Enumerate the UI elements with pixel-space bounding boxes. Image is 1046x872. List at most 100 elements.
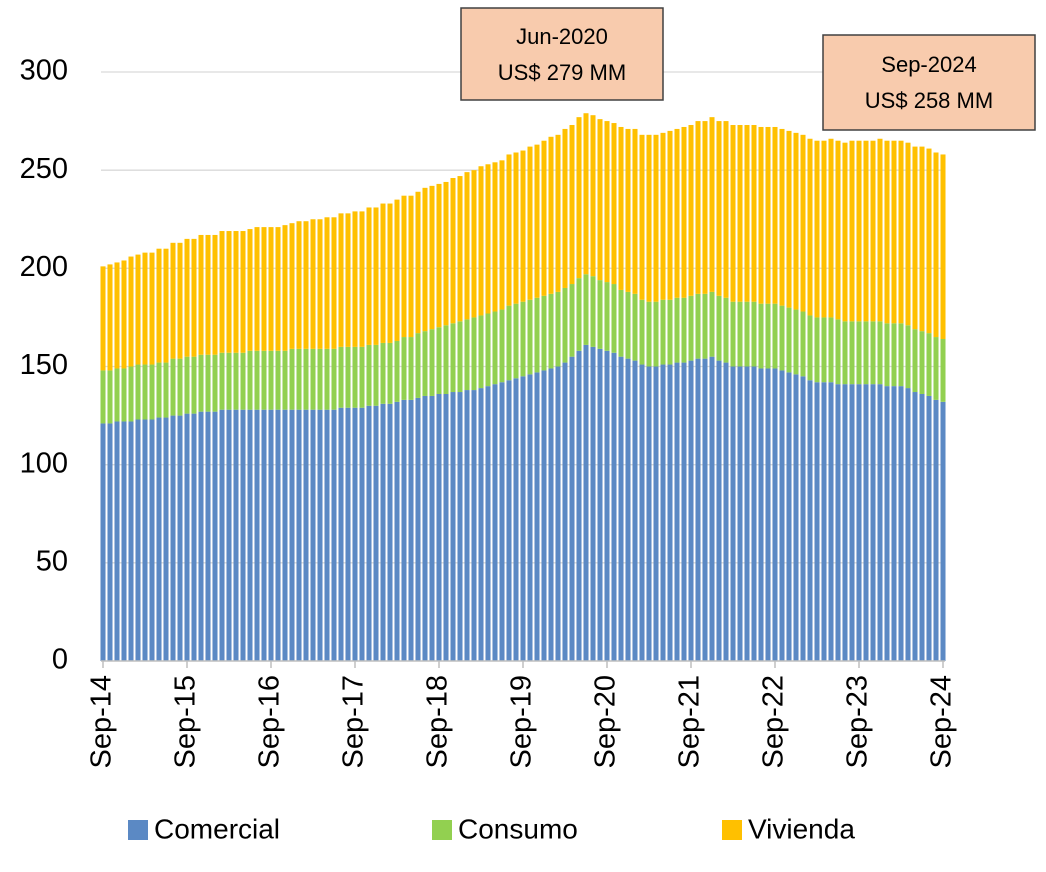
bar-segment [583, 274, 589, 345]
bar-segment [499, 309, 505, 383]
bar-segment [499, 160, 505, 310]
bar-segment [135, 254, 141, 365]
bar-segment [135, 419, 141, 661]
bar-segment [926, 148, 932, 334]
bar-segment [499, 382, 505, 661]
annotation-text: US$ 279 MM [498, 60, 626, 85]
bar-segment [184, 413, 190, 661]
bar-segment [758, 126, 764, 304]
bar-segment [478, 388, 484, 661]
legend-swatch [128, 820, 148, 840]
bar-segment [793, 309, 799, 375]
bar-segment [681, 297, 687, 363]
bar-segment [863, 321, 869, 385]
bar-segment [905, 325, 911, 389]
bar-segment [394, 401, 400, 661]
bar-segment [842, 142, 848, 322]
bar-segment [618, 289, 624, 357]
bar-segment [317, 348, 323, 410]
bar-segment [555, 134, 561, 292]
bar-segment [520, 376, 526, 661]
bar-segment [695, 293, 701, 359]
bar-segment [352, 346, 358, 408]
bar-segment [198, 411, 204, 661]
bar-segment [450, 178, 456, 324]
bar-segment [835, 140, 841, 320]
bar-segment [898, 323, 904, 387]
bar-segment [429, 329, 435, 396]
annotation-text: Jun-2020 [516, 24, 608, 49]
bar-segment [751, 125, 757, 302]
bar-segment [282, 350, 288, 410]
bar-segment [457, 321, 463, 393]
bar-segment [331, 348, 337, 410]
bar-segment [688, 125, 694, 296]
bar-segment [576, 117, 582, 279]
bar-segment [485, 164, 491, 314]
bar-segment [751, 366, 757, 661]
bar-segment [716, 121, 722, 296]
bar-segment [506, 305, 512, 381]
bar-segment [793, 374, 799, 661]
x-tick-label: Sep-24 [926, 675, 958, 769]
bar-segment [485, 386, 491, 661]
bar-segment [170, 415, 176, 661]
bar-segment [205, 234, 211, 355]
annotation: Jun-2020 US$ 279 MM [460, 7, 664, 101]
bar-segment [912, 392, 918, 661]
bar-segment [205, 354, 211, 412]
bar-segment [163, 362, 169, 418]
bar-segment [772, 368, 778, 661]
bar-segment [940, 154, 946, 340]
bar-segment [849, 384, 855, 661]
bar-segment [541, 295, 547, 371]
bar-segment [422, 187, 428, 332]
bar-segment [212, 234, 218, 355]
bar-segment [240, 352, 246, 410]
bar-segment [786, 130, 792, 308]
bar-segment [156, 248, 162, 363]
bar-segment [828, 138, 834, 318]
bar-segment [765, 368, 771, 661]
bar-segment [702, 358, 708, 661]
bar-segment [422, 331, 428, 396]
y-tick-label: 300 [20, 55, 68, 87]
bar-segment [569, 284, 575, 357]
bar-segment [919, 393, 925, 661]
bar-segment [905, 388, 911, 661]
bar-segment [226, 352, 232, 410]
bar-segment [856, 321, 862, 385]
bar-segment [191, 356, 197, 414]
bar-segment [303, 348, 309, 410]
bar-segment [324, 409, 330, 661]
bar-segment [674, 362, 680, 661]
bar-segment [317, 219, 323, 349]
bar-segment [646, 301, 652, 367]
bar-segment [793, 132, 799, 310]
bar-segment [303, 409, 309, 661]
bar-segment [338, 346, 344, 408]
bar-segment [310, 219, 316, 349]
bar-segment [254, 409, 260, 661]
bar-segment [709, 291, 715, 357]
bar-segment [464, 172, 470, 320]
bar-segment [177, 242, 183, 359]
legend-swatch [432, 820, 452, 840]
annotation-box [460, 7, 664, 101]
bar-segment [884, 323, 890, 387]
bar-segment [513, 378, 519, 661]
bar-segment [723, 297, 729, 363]
bar-segment [401, 195, 407, 338]
bar-segment [198, 234, 204, 355]
bar-segment [821, 317, 827, 383]
bar-segment [331, 409, 337, 661]
bar-segment [849, 140, 855, 322]
bar-segment [247, 350, 253, 410]
x-tick-label: Sep-22 [758, 675, 790, 769]
bar-segment [205, 411, 211, 661]
bar-segment [163, 417, 169, 661]
bar-segment [226, 231, 232, 353]
x-tick-label: Sep-21 [674, 675, 706, 769]
bar-segment [590, 346, 596, 661]
bar-segment [653, 134, 659, 302]
